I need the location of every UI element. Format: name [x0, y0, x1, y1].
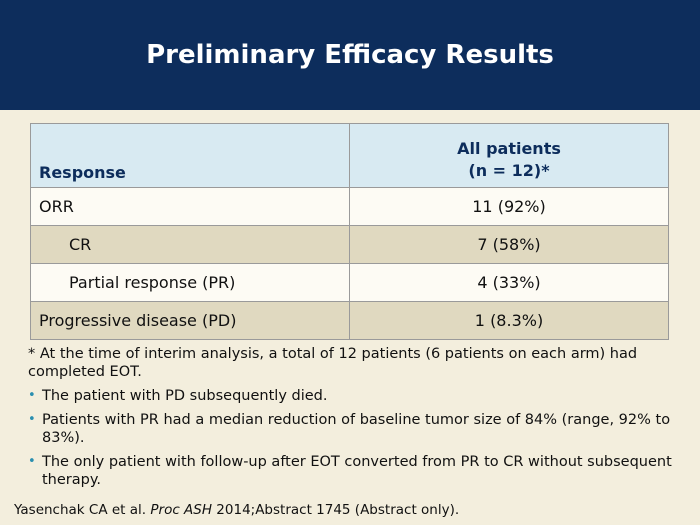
row-label: CR	[30, 225, 350, 264]
row-value: 1 (8.3%)	[349, 301, 669, 340]
citation-journal: Proc ASH	[150, 502, 212, 518]
page-title: Preliminary Efficacy Results	[146, 40, 554, 70]
bullet-text: The only patient with follow-up after EO…	[42, 454, 672, 488]
table-row: Partial response (PR) 4 (33%)	[30, 263, 669, 302]
citation-rest: 2014;Abstract 1745 (Abstract only).	[216, 502, 460, 518]
list-item: • The patient with PD subsequently died.	[28, 387, 678, 405]
row-label: ORR	[30, 187, 350, 226]
bullet-dot-icon: •	[28, 388, 36, 403]
bullet-text: The patient with PD subsequently died.	[42, 388, 328, 404]
column-header-all-patients-line1: All patients	[457, 139, 561, 158]
row-value: 7 (58%)	[349, 225, 669, 264]
list-item: • Patients with PR had a median reductio…	[28, 411, 678, 447]
list-item: • The only patient with follow-up after …	[28, 453, 678, 489]
row-label: Progressive disease (PD)	[30, 301, 350, 340]
table-header-row: Response All patients (n = 12)*	[30, 123, 669, 188]
bullet-text: Patients with PR had a median reduction …	[42, 412, 671, 446]
column-header-all-patients: All patients (n = 12)*	[349, 123, 669, 188]
bullet-dot-icon: •	[28, 454, 36, 469]
table-row: CR 7 (58%)	[30, 225, 669, 264]
column-header-response: Response	[30, 123, 350, 188]
citation-authors: Yasenchak CA et al.	[14, 502, 147, 518]
citation: Yasenchak CA et al. Proc ASH 2014;Abstra…	[14, 502, 459, 518]
table-footnote: * At the time of interim analysis, a tot…	[28, 346, 638, 380]
bullet-dot-icon: •	[28, 412, 36, 427]
row-value: 4 (33%)	[349, 263, 669, 302]
row-value: 11 (92%)	[349, 187, 669, 226]
table-row: ORR 11 (92%)	[30, 187, 669, 226]
title-banner: Preliminary Efficacy Results	[0, 0, 700, 110]
column-header-all-patients-line2: (n = 12)*	[468, 161, 550, 180]
bullet-list: • The patient with PD subsequently died.…	[28, 387, 678, 495]
row-label: Partial response (PR)	[30, 263, 350, 302]
efficacy-table: Response All patients (n = 12)* ORR 11 (…	[30, 123, 669, 340]
table-row: Progressive disease (PD) 1 (8.3%)	[30, 301, 669, 340]
